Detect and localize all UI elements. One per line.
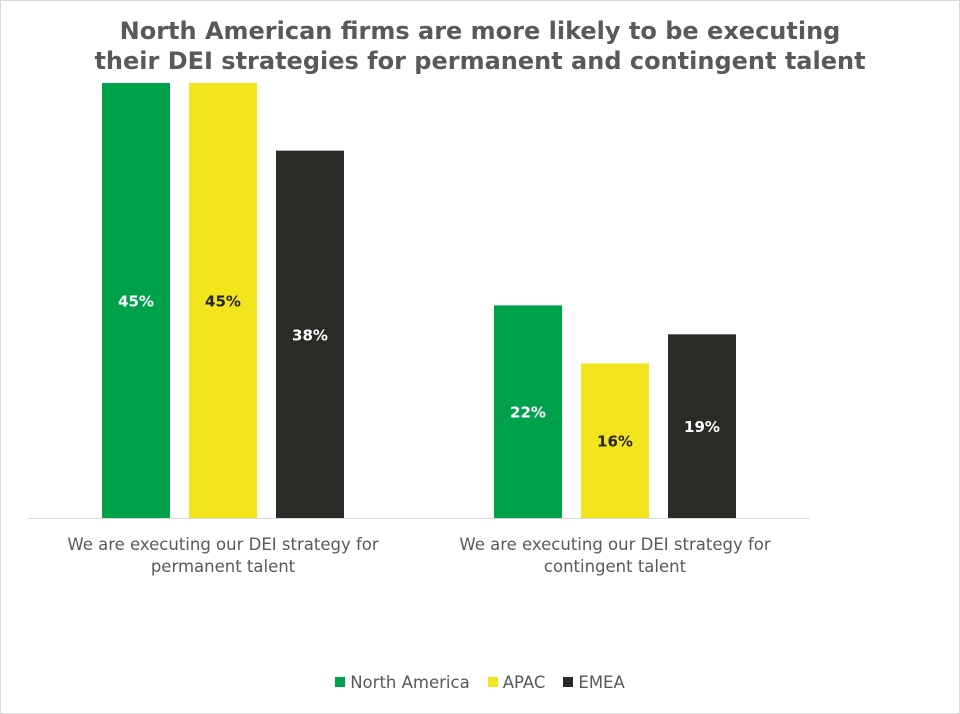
- data-label-apac-1: 16%: [597, 433, 633, 451]
- legend-label: EMEA: [578, 672, 625, 692]
- chart-title-line-2: their DEI strategies for permanent and c…: [94, 47, 866, 75]
- legend-item-emea: EMEA: [563, 672, 625, 692]
- legend-label: North America: [350, 672, 470, 692]
- data-label-north-america-1: 22%: [510, 404, 546, 422]
- legend-swatch: [335, 677, 346, 687]
- category-label-0-line-0: We are executing our DEI strategy for: [67, 535, 378, 554]
- data-label-emea-1: 19%: [684, 418, 720, 436]
- bar-emea-1: [668, 334, 736, 518]
- data-label-apac-0: 45%: [205, 293, 241, 311]
- chart-title-line-1: North American firms are more likely to …: [119, 17, 841, 45]
- category-label-1-line-1: contingent talent: [544, 557, 687, 576]
- bar-apac-0: [189, 83, 257, 518]
- legend-item-north-america: North America: [335, 672, 470, 692]
- bar-north-america-0: [102, 83, 170, 518]
- legend: North America APAC EMEA: [0, 672, 960, 692]
- legend-label: APAC: [502, 672, 546, 692]
- data-label-emea-0: 38%: [292, 326, 328, 344]
- legend-swatch: [487, 677, 498, 687]
- category-label-1-line-0: We are executing our DEI strategy for: [459, 535, 770, 554]
- legend-item-apac: APAC: [487, 672, 546, 692]
- bar-apac-1: [581, 363, 649, 518]
- legend-swatch: [563, 677, 574, 687]
- category-label-0-line-1: permanent talent: [151, 557, 296, 576]
- bar-north-america-1: [494, 305, 562, 518]
- chart-title: North American firms are more likely to …: [40, 16, 920, 76]
- data-label-north-america-0: 45%: [118, 293, 154, 311]
- bar-emea-0: [276, 150, 344, 518]
